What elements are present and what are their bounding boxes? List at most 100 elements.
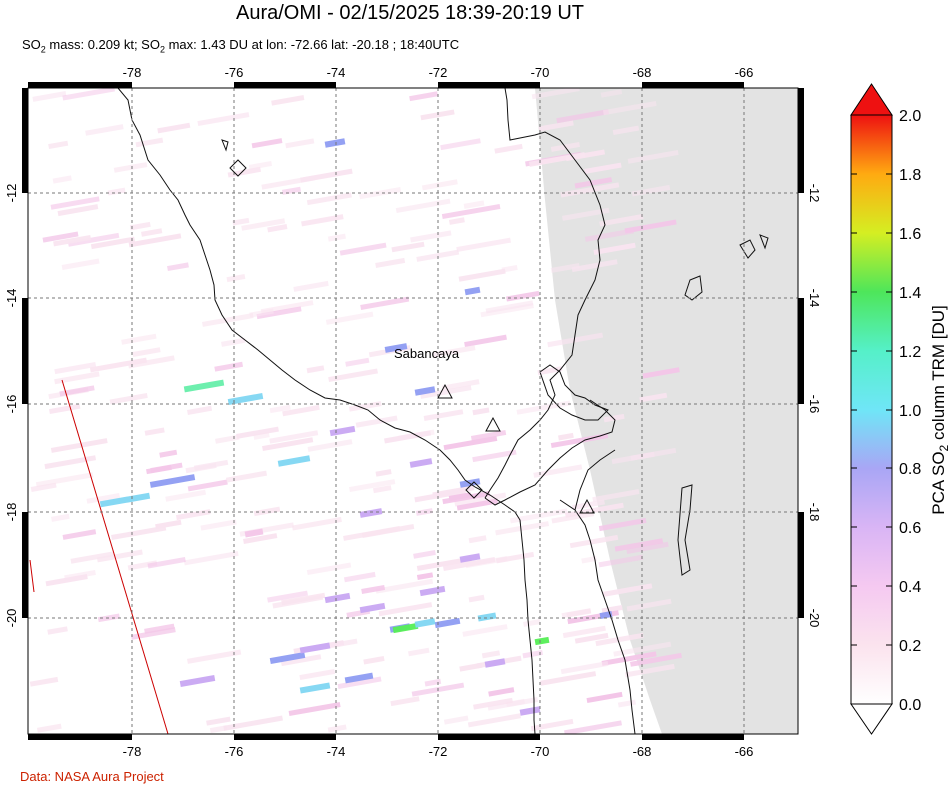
so2-pixel <box>59 385 95 397</box>
so2-pixel <box>481 650 501 659</box>
subtitle-max: max: 1.43 DU at lon: -72.66 lat: -20.18 … <box>164 37 460 52</box>
frame-tick-bars <box>22 82 804 740</box>
so2-pixel <box>414 618 436 628</box>
frame-tick-bar <box>642 734 744 740</box>
colorbar-tick-marks <box>851 114 892 646</box>
so2-pixel <box>359 602 386 614</box>
so2-pixel <box>629 652 682 667</box>
frame-tick-bar <box>22 298 28 404</box>
so2-pixel <box>612 125 640 136</box>
so2-pixel <box>324 592 351 604</box>
so2-pixel <box>280 654 322 667</box>
so2-pixel <box>424 678 442 687</box>
so2-pixel <box>62 88 115 101</box>
so2-pixel <box>448 217 465 225</box>
so2-pixel <box>624 219 677 234</box>
so2-pixel <box>324 138 346 148</box>
coastline <box>117 88 536 734</box>
so2-pixel <box>269 430 319 444</box>
so2-pixel <box>327 233 346 242</box>
frame-tick-bar <box>22 88 28 193</box>
so2-pixel <box>602 583 653 597</box>
so2-pixel <box>506 698 525 707</box>
so2-pixel <box>128 355 175 369</box>
colorbar-tick-0-8: 0.8 <box>899 461 921 478</box>
frame-tick-bar <box>798 512 804 618</box>
so2-pixel <box>48 140 69 150</box>
so2-pixel <box>458 268 506 282</box>
so2-pixel <box>129 221 151 231</box>
bolivia-chile-border <box>574 449 616 511</box>
so2-pixel <box>47 626 68 635</box>
so2-pixel <box>441 203 501 220</box>
lat-ticks-left: -12 -14 -16 -18 -20 <box>4 184 19 628</box>
lon-tick-top-70: -70 <box>531 65 550 80</box>
place-label-sabancaya: Sabancaya <box>394 346 460 361</box>
so2-pixel <box>614 538 664 552</box>
lon-tick-top-72: -72 <box>429 65 448 80</box>
so2-pixel <box>355 415 398 428</box>
grid-lines <box>28 88 798 734</box>
so2-pixel <box>409 458 433 468</box>
so2-pixel <box>443 715 469 725</box>
lat-tick-right-18: -18 <box>807 503 822 522</box>
so2-pixel <box>456 237 511 253</box>
colorbar-tick-1-8: 1.8 <box>899 167 921 184</box>
so2-pixel <box>348 401 382 412</box>
so2-pixel <box>470 429 507 441</box>
so2-pixel <box>592 489 640 503</box>
so2-pixel <box>306 192 352 206</box>
so2-pixel <box>243 533 278 544</box>
so2-pixel <box>624 663 675 678</box>
so2-pixel <box>569 534 619 549</box>
so2-pixel <box>530 718 574 732</box>
so2-pixel <box>410 230 452 243</box>
so2-pixel <box>67 232 120 247</box>
subtitle-sub1: 2 <box>40 44 46 55</box>
so2-pixel <box>464 334 507 347</box>
so2-pixel <box>566 608 592 618</box>
so2-pixel <box>135 137 164 148</box>
so2-pixel <box>291 516 342 531</box>
so2-pixel <box>454 492 507 507</box>
so2-pixel <box>488 687 515 697</box>
so2-pixel <box>495 521 550 536</box>
so2-pixel <box>90 236 136 250</box>
so2-pixel <box>223 715 283 731</box>
colorbar: 2.0 1.8 1.6 1.4 1.2 1.0 0.8 0.6 0.4 0.2 … <box>850 83 951 735</box>
frame-tick-bar <box>438 82 540 88</box>
so2-pixel <box>251 138 283 149</box>
so2-pixel <box>345 357 370 367</box>
so2-pixel <box>414 386 436 396</box>
colorbar-label: PCA SO2 column TRM [DU] <box>929 305 951 515</box>
so2-pixel <box>306 562 352 576</box>
so2-pixel <box>267 590 308 603</box>
peru-bolivia-border <box>484 88 606 499</box>
so2-pixel <box>165 489 207 502</box>
colorbar-label-post: column TRM [DU] <box>929 305 948 445</box>
subtitle-so: SO <box>22 37 41 52</box>
lon-tick-top-68: -68 <box>633 65 652 80</box>
colorbar-tick-0-4: 0.4 <box>899 579 921 596</box>
so2-pixel <box>613 641 672 657</box>
so2-pixel <box>299 668 336 681</box>
lat-tick-right-20: -20 <box>807 609 822 628</box>
so2-pixel <box>61 258 100 270</box>
so2-pixel <box>227 393 264 405</box>
so2-pixel <box>631 184 671 197</box>
so2-pixel <box>574 632 609 644</box>
lon-tick-top-66: -66 <box>735 65 754 80</box>
so2-pixel <box>121 333 157 345</box>
so2-pixel <box>167 262 189 272</box>
island-1 <box>221 139 229 152</box>
subtitle-sub2: 2 <box>159 44 165 55</box>
so2-pixel <box>132 347 161 357</box>
so2-pixel <box>214 361 244 372</box>
so2-pixel <box>111 525 167 540</box>
so2-pixel <box>538 120 574 132</box>
so2-pixel <box>480 303 534 318</box>
so2-pixel <box>206 716 231 726</box>
so2-pixel <box>49 403 81 415</box>
so2-pixel <box>54 371 100 385</box>
so2-pixel <box>201 313 254 327</box>
